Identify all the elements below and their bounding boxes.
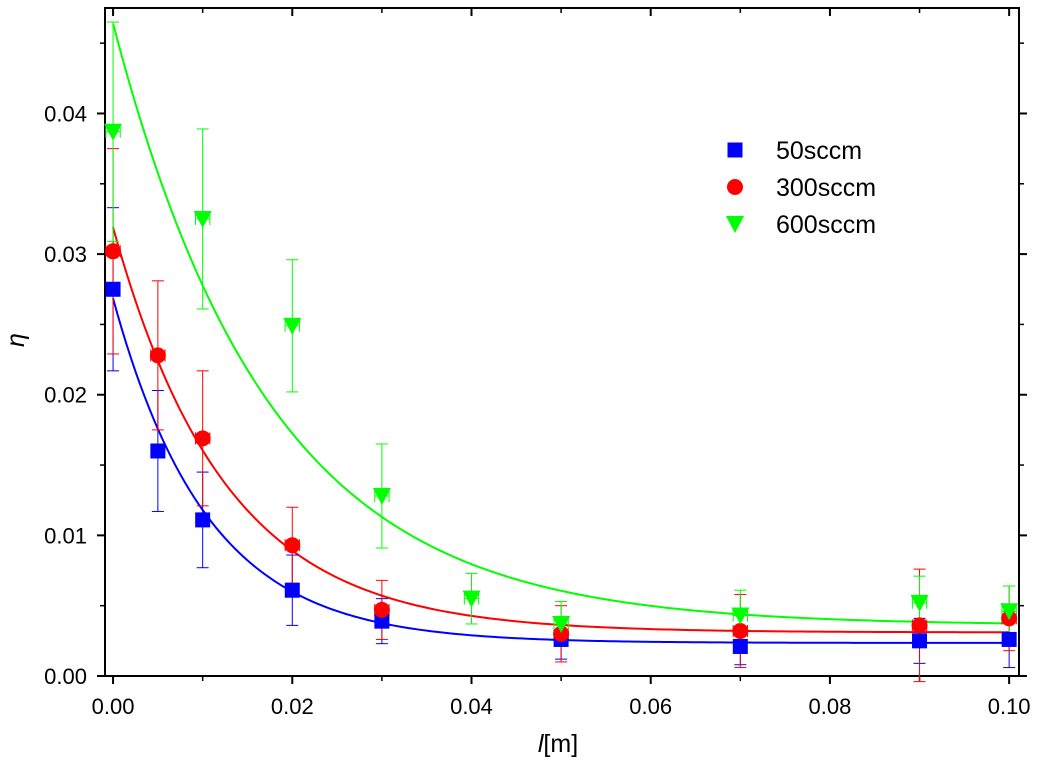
legend-label-300sccm: 300sccm: [776, 174, 876, 202]
markers-group: [104, 123, 1019, 654]
x-tick-label: 0.00: [92, 694, 135, 719]
fit-curve-600sccm: [112, 23, 1010, 625]
x-tick-label: 0.10: [988, 694, 1031, 719]
legend-marker-300sccm: [727, 179, 743, 195]
data-point-300sccm: [149, 347, 166, 364]
legend-label-50sccm: 50sccm: [776, 137, 862, 165]
fit-curves-group: [112, 23, 1010, 644]
data-point-600sccm: [193, 210, 212, 228]
data-point-600sccm: [731, 607, 750, 625]
x-axis-label: l[m]: [538, 730, 578, 758]
data-point-600sccm: [372, 487, 391, 505]
y-tick-label: 0.02: [44, 383, 87, 408]
x-tick-label: 0.06: [629, 694, 672, 719]
legend-label-600sccm: 600sccm: [776, 211, 876, 239]
data-point-600sccm: [462, 590, 481, 608]
data-point-600sccm: [552, 615, 571, 633]
plot-frame: [104, 7, 1020, 677]
data-point-300sccm: [553, 625, 570, 642]
y-tick-label: 0.00: [44, 664, 87, 689]
x-axis-label-unit: [m]: [543, 730, 578, 758]
x-tick-label: 0.04: [450, 694, 493, 719]
legend-marker-600sccm: [726, 216, 744, 233]
data-point-300sccm: [732, 622, 749, 639]
data-point-50sccm: [374, 613, 390, 629]
data-point-50sccm: [105, 281, 121, 297]
y-axis-label: η: [2, 333, 30, 347]
x-tick-label: 0.02: [271, 694, 314, 719]
x-tick-label: 0.08: [809, 694, 852, 719]
x-axis-label-symbol: l: [538, 730, 545, 758]
y-tick-label: 0.01: [44, 523, 87, 548]
data-point-50sccm: [732, 638, 748, 654]
legend-marker-50sccm: [727, 142, 743, 158]
data-point-50sccm: [284, 582, 300, 598]
data-point-50sccm: [912, 633, 928, 649]
y-tick-label: 0.03: [44, 242, 87, 267]
data-point-600sccm: [1000, 603, 1019, 621]
data-point-300sccm: [105, 243, 122, 260]
data-point-600sccm: [104, 123, 123, 141]
data-point-50sccm: [1001, 631, 1017, 647]
data-point-300sccm: [911, 617, 928, 634]
fit-curve-300sccm: [112, 227, 1010, 634]
data-point-300sccm: [373, 601, 390, 618]
data-point-600sccm: [283, 317, 302, 335]
error-bars-group: [105, 21, 1017, 683]
plot-frame-group: [104, 7, 1020, 677]
data-point-50sccm: [195, 512, 211, 528]
axis-ticks-group: 0.00 0.02 0.04 0.06 0.08 0.10 0.00 0.01 0.02 0.03…: [44, 8, 1031, 719]
data-point-600sccm: [910, 594, 929, 612]
legend: 50sccm 300sccm 600sccm: [726, 137, 876, 239]
y-tick-label: 0.04: [44, 101, 87, 126]
data-point-300sccm: [194, 430, 211, 447]
data-point-300sccm: [284, 537, 301, 554]
data-point-50sccm: [150, 443, 166, 459]
